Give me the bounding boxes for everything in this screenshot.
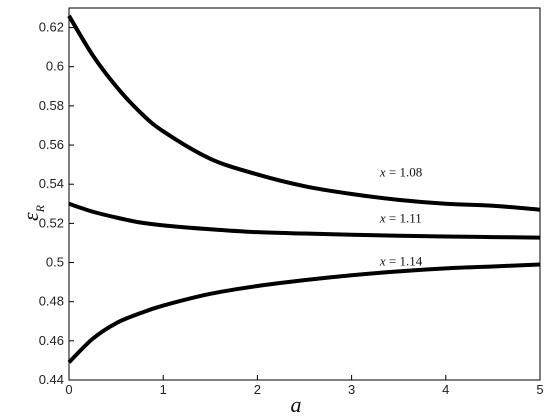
y-axis: 0.44 0.46 0.48 0.5 0.52 0.54 0.56 0.58 0.6 0.62 [39, 20, 74, 387]
y-tick-label: 0.44 [39, 372, 64, 387]
series-line-3 [67, 262, 541, 364]
series-group [67, 14, 541, 364]
y-tick-label: 0.6 [46, 59, 64, 74]
series-annotation-3: x = 1.14 [379, 253, 423, 268]
annotation-equals: = [386, 164, 400, 179]
y-tick-label: 0.62 [39, 20, 64, 35]
y-tick-label: 0.52 [39, 215, 64, 230]
x-tick-label: 3 [348, 382, 355, 397]
series-line-1 [67, 14, 541, 212]
annotation-equals: = [386, 253, 400, 268]
x-tick-label: 2 [254, 382, 261, 397]
y-tick-label: 0.54 [39, 176, 64, 191]
annotation-value: 1.08 [399, 164, 422, 179]
y-axis-label: εR [18, 204, 47, 221]
y-tick-label: 0.56 [39, 137, 64, 152]
x-axis: 0 1 2 3 4 5 [65, 375, 544, 397]
series-line-2 [68, 201, 541, 240]
y-tick-label: 0.48 [39, 294, 64, 309]
y-tick-label: 0.46 [39, 333, 64, 348]
series-annotation-2: x = 1.11 [379, 210, 422, 225]
plot-frame [68, 7, 541, 381]
annotation-value: 1.14 [399, 253, 422, 268]
y-tick-label: 0.58 [39, 98, 64, 113]
y-axis-label-subscript: R [33, 204, 47, 213]
annotation-equals: = [386, 210, 400, 225]
annotations: x = 1.08x = 1.11x = 1.14 [379, 164, 423, 268]
x-tick-label: 5 [536, 382, 543, 397]
x-axis-label: a [291, 392, 302, 417]
annotation-variable: x [379, 164, 386, 179]
x-tick-label: 0 [65, 382, 72, 397]
annotation-value: 1.11 [399, 210, 421, 225]
y-axis-label-symbol: ε [18, 212, 43, 221]
x-tick-label: 4 [442, 382, 449, 397]
series-annotation-1: x = 1.08 [379, 164, 422, 179]
y-tick-label: 0.5 [46, 255, 64, 270]
x-tick-label: 1 [160, 382, 167, 397]
annotation-variable: x [379, 210, 386, 225]
annotation-variable: x [379, 253, 386, 268]
